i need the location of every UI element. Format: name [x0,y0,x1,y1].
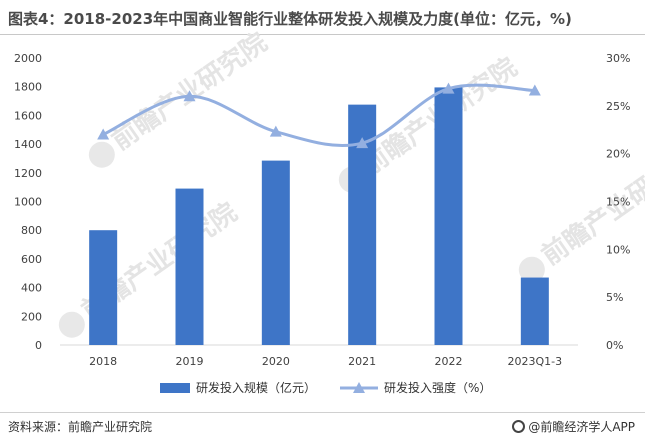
line-point [269,125,282,137]
x-tick-label: 2023Q1-3 [508,355,563,368]
brand-text: @前瞻经济学人APP [528,420,635,434]
y-left-tick-label: 600 [21,253,42,266]
x-tick-label: 2021 [348,355,376,368]
title-divider [0,34,645,35]
y-left-tick-label: 1600 [14,109,42,122]
y-left-tick-label: 1800 [14,81,42,94]
brand-credit: @前瞻经济学人APP [512,418,635,435]
line-point [97,128,110,140]
bar [434,87,463,346]
brand-logo-icon [512,420,526,433]
legend-bar-swatch [160,383,190,393]
y-right-tick-label: 10% [606,243,630,256]
line-point [356,137,369,149]
footer-divider [0,412,645,413]
x-tick-label: 2018 [89,355,117,368]
chart-title: 图表4：2018-2023年中国商业智能行业整体研发投入规模及力度(单位：亿元，… [8,10,572,28]
line-point [528,84,541,96]
bar [520,277,549,345]
legend-label: 研发投入强度（%） [384,380,491,395]
bar [89,230,118,345]
legend-label: 研发投入规模（亿元） [196,380,316,395]
combo-chart: 0 200 400 600 800 1000 1200 1400 1600 1800 2000 0% 5… [14,52,630,395]
y-left-tick-label: 800 [21,224,42,237]
x-tick-label: 2019 [176,355,204,368]
line-point [442,82,455,94]
y-left-tick-label: 200 [21,310,42,323]
bar [261,160,290,345]
line-point [183,90,196,102]
y-right-tick-label: 25% [606,100,630,113]
y-right-tick-label: 20% [606,148,630,161]
y-left-tick-label: 1200 [14,167,42,180]
bar [175,188,204,345]
line-series [102,83,535,147]
y-left-tick-label: 2000 [14,52,42,65]
y-right-tick-label: 30% [606,52,630,65]
x-tick-label: 2022 [435,355,463,368]
y-right-tick-label: 0% [606,339,623,352]
y-right-tick-label: 5% [606,291,623,304]
y-left-tick-label: 400 [21,282,42,295]
y-left-tick-label: 1000 [14,196,42,209]
legend-line-marker [353,382,365,393]
y-left-tick-label: 0 [35,339,42,352]
x-tick-label: 2020 [262,355,290,368]
source-note: 资料来源：前瞻产业研究院 [8,420,153,434]
y-left-tick-label: 1400 [14,138,42,151]
y-right-tick-label: 15% [606,196,630,209]
